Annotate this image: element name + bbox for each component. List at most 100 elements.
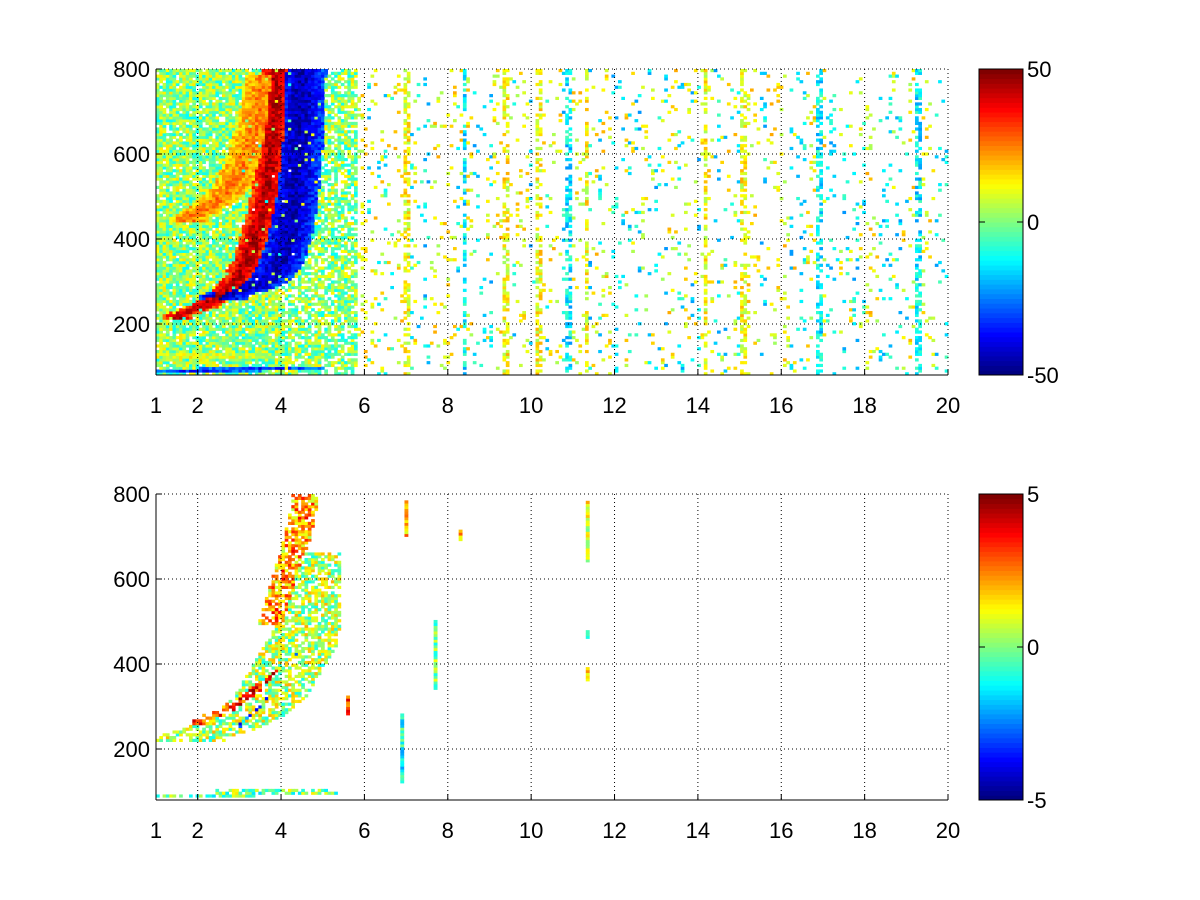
heatmap-cell [288,263,292,267]
heatmap-cell [311,116,315,120]
heatmap-cell [288,124,292,128]
heatmap-cell [268,274,272,279]
heatmap-cell [228,305,233,309]
heatmap-cell [198,80,203,84]
heatmap-cell [258,146,262,151]
heatmap-cell [241,322,246,326]
heatmap-cell [245,255,249,259]
heatmap-cell [248,158,253,162]
heatmap-cell [301,249,305,253]
heatmap-cell [198,88,203,92]
heatmap-cell [264,285,269,290]
heatmap-cell [208,299,213,304]
heatmap-cell [291,141,295,145]
heatmap-cell [255,132,259,137]
heatmap-cell [238,308,243,312]
heatmap-cell [185,263,190,267]
heatmap-cell [245,119,249,123]
heatmap-cell [182,269,187,273]
heatmap-cell [317,336,322,340]
heatmap-cell [245,208,249,212]
heatmap-cell [241,219,246,223]
heatmap-cell [264,222,269,226]
heatmap-cell [198,130,203,134]
heatmap-cell [198,319,203,323]
heatmap-cell [172,330,177,334]
heatmap-cell [185,277,190,281]
heatmap-cell [228,322,233,326]
heatmap-cell [182,99,187,103]
heatmap-cell [291,110,295,114]
heatmap-cell [208,336,213,340]
heatmap-cell [231,324,236,329]
heatmap-cell [245,291,249,295]
heatmap-cell [251,149,256,153]
heatmap-cell [245,202,249,206]
heatmap-cell [225,177,229,181]
heatmap-cell [212,280,216,284]
heatmap-cell [202,127,206,131]
heatmap-cell [278,297,282,301]
heatmap-cell [258,358,262,362]
heatmap-cell [225,330,229,334]
heatmap-cell [212,249,216,253]
heatmap-cell [268,185,272,190]
heatmap-cell [165,358,170,362]
heatmap-cell [192,171,196,176]
heatmap-cell [284,311,289,315]
heatmap-cell [241,272,246,276]
heatmap-cell [301,82,305,87]
heatmap-cell [202,80,206,84]
heatmap-cell [294,366,299,370]
heatmap-cell [228,158,233,162]
heatmap-cell [251,263,256,267]
heatmap-cell [182,71,187,75]
heatmap-cell [179,77,183,81]
heatmap-cell [238,252,243,256]
heatmap-cell [261,230,266,234]
heatmap-cell [284,341,289,345]
heatmap-cell [222,171,226,176]
heatmap-cell [225,336,229,340]
heatmap-cell [288,166,292,170]
heatmap-cell [301,230,305,234]
heatmap-cell [169,88,173,92]
heatmap-cell [189,113,193,117]
heatmap-cell [245,152,249,156]
heatmap-cell [205,327,210,331]
heatmap-cell [172,308,177,312]
heatmap-cell [278,88,282,92]
heatmap-cell [271,294,276,298]
heatmap-cell [281,330,286,334]
heatmap-cell [208,158,213,162]
heatmap-cell [156,294,160,298]
heatmap-cell [251,235,256,240]
heatmap-cell [268,141,272,145]
heatmap-cell [169,177,173,181]
heatmap-cell [248,269,253,273]
heatmap-cell [261,272,266,276]
heatmap-cell [241,302,246,306]
heatmap-cell [185,163,190,167]
heatmap-cell [179,227,183,231]
heatmap-cell [169,171,173,176]
heatmap-cell [165,166,170,170]
heatmap-cell [212,355,216,359]
heatmap-cell [162,358,167,362]
heatmap-cell [245,230,249,234]
heatmap-cell [179,74,183,78]
heatmap-cell [235,252,239,256]
heatmap-cell [245,280,249,284]
heatmap-cell [172,130,177,134]
heatmap-cell [261,305,266,309]
heatmap-cell [215,158,220,162]
heatmap-cell [264,77,269,81]
heatmap-cell [291,135,295,139]
heatmap-cell [156,216,160,220]
heatmap-cell [159,158,163,162]
heatmap-cell [165,288,170,292]
heatmap-cell [271,88,276,92]
heatmap-cell [156,283,160,287]
heatmap-cell [291,119,295,123]
heatmap-cell [261,216,266,220]
